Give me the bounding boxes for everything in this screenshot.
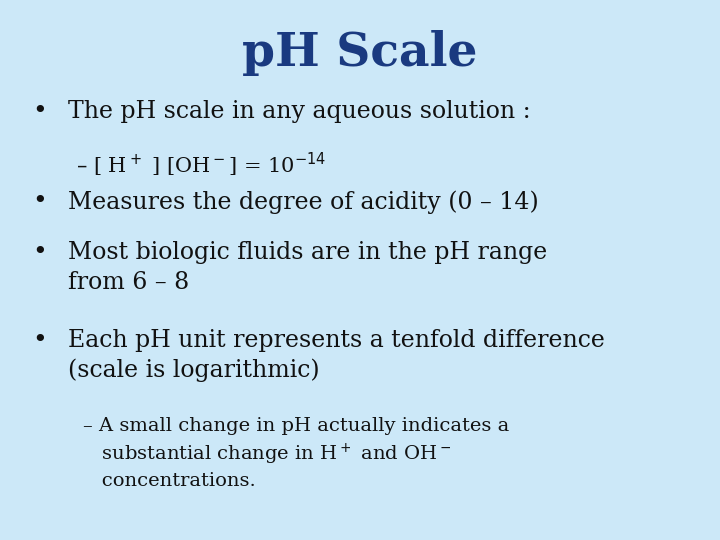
Text: •: • xyxy=(32,241,47,265)
Text: Measures the degree of acidity (0 – 14): Measures the degree of acidity (0 – 14) xyxy=(68,190,539,214)
Text: – A small change in pH actually indicates a
   substantial change in H$^+$ and O: – A small change in pH actually indicate… xyxy=(83,417,509,490)
Text: •: • xyxy=(32,190,47,213)
Text: The pH scale in any aqueous solution :: The pH scale in any aqueous solution : xyxy=(68,100,531,123)
Text: •: • xyxy=(32,329,47,353)
Text: Most biologic fluids are in the pH range
from 6 – 8: Most biologic fluids are in the pH range… xyxy=(68,241,548,294)
Text: •: • xyxy=(32,100,47,123)
Text: – [ H$^+$ ] [OH$^-$] = 10$^{-14}$: – [ H$^+$ ] [OH$^-$] = 10$^{-14}$ xyxy=(76,151,325,179)
Text: pH Scale: pH Scale xyxy=(242,30,478,76)
Text: Each pH unit represents a tenfold difference
(scale is logarithmic): Each pH unit represents a tenfold differ… xyxy=(68,329,606,382)
